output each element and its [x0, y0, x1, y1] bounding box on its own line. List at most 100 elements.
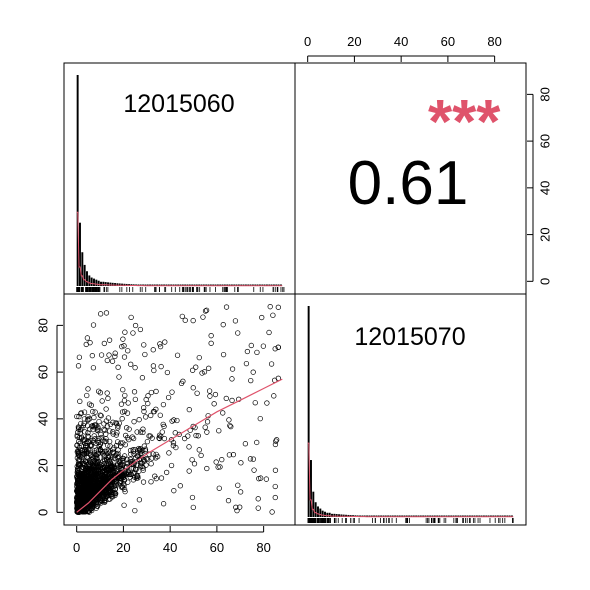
scatter-point — [116, 470, 122, 476]
scatter-point — [157, 341, 163, 347]
scatter-point — [275, 304, 281, 310]
scatter-point — [198, 452, 204, 459]
scatter-point — [114, 430, 120, 436]
scatter-point — [120, 473, 126, 479]
scatter-point — [93, 452, 99, 459]
scatter-point — [149, 435, 155, 441]
variable-label-2: 12015070 — [354, 323, 465, 351]
scatter-point — [85, 433, 91, 439]
scatter-point — [129, 465, 135, 471]
scatter-point — [196, 447, 202, 453]
scatter-point — [226, 452, 233, 458]
scatter-point — [272, 441, 279, 448]
scatter-point — [103, 310, 110, 316]
scatter-point — [93, 447, 100, 453]
scatter-point — [152, 473, 158, 479]
scatter-point — [97, 476, 103, 483]
scatter-point — [130, 465, 136, 471]
scatter-point — [93, 464, 99, 470]
scatter-point — [144, 438, 151, 445]
scatter-point — [190, 504, 196, 511]
scatter-point — [98, 352, 105, 358]
scatter-point — [115, 364, 121, 370]
scatter-point — [220, 322, 226, 328]
scatter-smooth-line — [76, 378, 283, 513]
scatter-point — [140, 429, 146, 435]
scatter-point — [93, 440, 99, 447]
scatter-point — [250, 369, 256, 375]
scatter-point — [92, 479, 98, 485]
bottom-axis-tick-label: 20 — [116, 540, 130, 555]
scatter-point — [121, 397, 128, 404]
scatter-point — [193, 364, 199, 370]
scatter-point — [137, 463, 144, 469]
scatter-point — [84, 497, 90, 503]
scatter-point — [138, 460, 144, 466]
scatter-point — [84, 506, 91, 512]
scatter-point — [76, 461, 82, 467]
scatter-point — [199, 370, 205, 376]
scatter-point — [186, 468, 192, 474]
scatter-point — [110, 429, 116, 435]
scatter-point — [223, 395, 229, 402]
scatter-point — [81, 448, 87, 454]
scatter-point — [75, 363, 82, 369]
scatter-point — [257, 415, 263, 422]
scatter-point — [118, 457, 124, 463]
bottom-axis-tick-label: 80 — [256, 540, 270, 555]
scatter-point — [228, 423, 234, 430]
scatter-point — [153, 388, 159, 395]
scatter-point — [83, 458, 89, 464]
histogram-2-bar — [326, 512, 329, 517]
scatter-point — [88, 442, 94, 449]
scatter-point — [193, 432, 199, 439]
scatter-point — [213, 459, 219, 465]
scatter-point — [78, 443, 85, 449]
scatter-point — [97, 412, 103, 418]
histogram-1-bar — [90, 277, 93, 286]
histogram-1-bar — [109, 282, 112, 286]
scatter-point — [202, 308, 209, 314]
scatter-point — [159, 429, 165, 435]
scatter-point — [101, 426, 107, 433]
scatter-point — [244, 348, 251, 355]
scatter-point — [252, 400, 258, 406]
scatter-point — [88, 476, 94, 482]
scatter-point — [85, 439, 91, 445]
scatter-point — [118, 478, 124, 484]
scatter-point — [105, 415, 112, 421]
histogram-2-bar — [335, 514, 338, 517]
scatter-point — [91, 485, 97, 492]
scatter-point — [84, 440, 90, 446]
scatter-point — [95, 426, 101, 432]
histogram-2-bar — [333, 513, 336, 517]
scatter-point — [195, 433, 201, 439]
scatter-point — [88, 456, 95, 463]
scatter-point — [84, 450, 90, 456]
scatter-point — [170, 440, 177, 446]
histogram-2-bar — [317, 506, 319, 517]
scatter-point — [79, 475, 85, 481]
scatter-point — [89, 467, 95, 474]
scatter-point — [102, 488, 108, 494]
scatter-point — [121, 486, 128, 492]
scatter-point — [233, 504, 239, 510]
scatter-point — [126, 471, 132, 477]
scatter-point — [85, 417, 91, 423]
histogram-1-bar — [104, 282, 107, 286]
histogram-2-bar — [331, 513, 333, 517]
scatter-point — [160, 501, 167, 507]
scatter-point — [98, 413, 104, 419]
scatter-point — [79, 425, 85, 431]
scatter-point — [248, 342, 254, 349]
scatter-point — [141, 443, 148, 449]
scatter-point — [132, 474, 138, 480]
scatter-point — [74, 413, 80, 420]
scatter-point — [143, 414, 149, 420]
scatter-point — [215, 464, 221, 470]
histogram-1-bar — [97, 280, 100, 286]
scatter-point — [88, 402, 94, 408]
scatter-point — [98, 434, 104, 441]
scatter-point — [190, 423, 196, 430]
scatter-point — [114, 451, 120, 457]
